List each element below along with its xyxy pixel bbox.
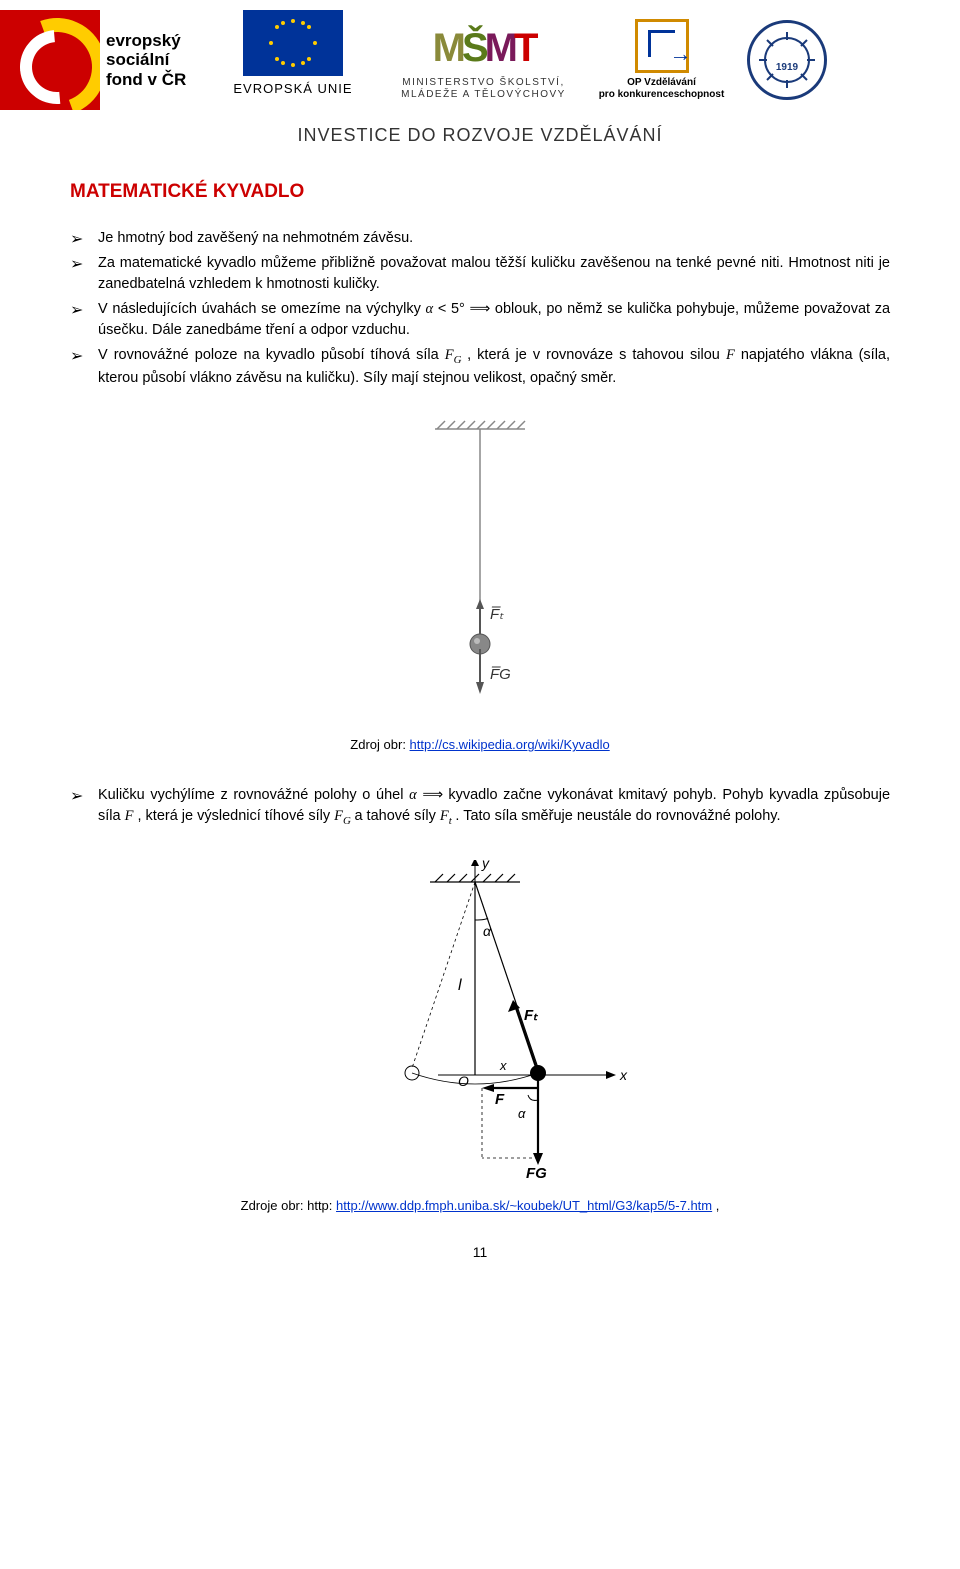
logo-op: OP Vzdělávání pro konkurenceschopnost [594,19,729,101]
esf-text: evropský sociální fond v ČR [100,31,186,90]
Ft2-sub: t [449,815,452,827]
alpha2-symbol: α [409,787,417,803]
header-logos: evropský sociální fond v ČR EVR [0,0,960,116]
fig1-caption-prefix: Zdroj obr: [350,737,409,752]
fig2-alpha-top: α [483,923,492,939]
esf-line3: fond v ČR [106,70,186,90]
esf-line2: sociální [106,50,186,70]
fig2-caption-suffix: , [716,1198,720,1213]
FG2-F: F [334,808,343,824]
fig2-F-label: F [495,1091,505,1108]
FG-F: F [445,347,454,363]
fig2-y-label: y [481,860,490,871]
logo-gear-icon: 1919 [747,20,827,100]
logo-esf: evropský sociální fond v ČR [0,10,195,110]
figure-2-caption: Zdroje obr: http: http://www.ddp.fmph.un… [70,1197,890,1216]
logo-msmt: MŠMT MINISTERSTVO ŠKOLSTVÍ, MLÁDEŽE A TĚ… [391,19,576,101]
FG-sub: G [454,354,462,366]
pendulum-displaced-diagram: y x α l O x Fₜ F FG [320,860,640,1180]
fig2-x-label: x [619,1067,628,1083]
pendulum-equilibrium-diagram: F̅ₜ F̅G [415,419,545,719]
bullet-5c: , která je výslednicí tíhové síly [137,808,334,824]
page-title: MATEMATICKÉ KYVADLO [70,178,890,206]
bullet-5d: a tahové síly [354,808,439,824]
bullet-3: V následujících úvahách se omezíme na vý… [70,299,890,341]
bullet-4: V rovnovážné poloze na kyvadlo působí tí… [70,345,890,390]
fig2-Ft-label: Fₜ [524,1007,539,1024]
svg-text:1919: 1919 [776,62,799,73]
op-sub1: OP Vzdělávání [627,77,696,89]
FG-symbol: FG [445,347,467,363]
figure-1: F̅ₜ F̅G [70,419,890,726]
figure-2: y x α l O x Fₜ F FG [70,860,890,1187]
fig2-alpha-bot: α [518,1106,526,1121]
page-number: 11 [70,1242,890,1262]
bullet-list-2: Kuličku vychýlíme z rovnovážné polohy o … [70,785,890,830]
bullet-3-lt: < 5° [438,301,470,317]
fig2-O-label: O [458,1073,469,1089]
fig2-caption-prefix: Zdroje obr: http: [241,1198,336,1213]
bullet-list-1: Je hmotný bod zavěšený na nehmotném závě… [70,228,890,390]
op-sub2: pro konkurenceschopnost [599,89,725,101]
fig1-Ft-label: F̅ₜ [490,606,504,623]
F2-symbol: F [125,808,134,824]
bullet-1-text: Je hmotný bod zavěšený na nehmotném závě… [98,230,413,246]
bullet-5a: Kuličku vychýlíme z rovnovážné polohy o … [98,787,409,803]
bullet-2: Za matematické kyvadlo můžeme přibližně … [70,253,890,295]
bullet-1: Je hmotný bod zavěšený na nehmotném závě… [70,228,890,249]
Ft2-F: F [440,808,449,824]
op-box-icon [635,19,689,73]
bullet-5e: . Tato síla směřuje neustále do rovnováž… [455,808,780,824]
esf-swirl-icon [0,10,100,110]
bullet-4b: , která je v rovnováze s tahovou silou [467,347,726,363]
bullet-5: Kuličku vychýlíme z rovnovážné polohy o … [70,785,890,830]
FG2-symbol: FG [334,808,354,824]
implies2-symbol: ⟹ [422,787,448,803]
header-tagline: INVESTICE DO ROZVOJE VZDĚLÁVÁNÍ [0,122,960,148]
fig2-caption-link[interactable]: http://www.ddp.fmph.uniba.sk/~koubek/UT_… [336,1198,712,1213]
msmt-sub1: MINISTERSTVO ŠKOLSTVÍ, [402,77,564,89]
fig2-FG-label: FG [526,1165,547,1180]
bullet-3a: V následujících úvahách se omezíme na vý… [98,301,426,317]
implies-symbol: ⟹ [469,301,490,317]
F-symbol: F [726,347,735,363]
alpha-symbol: α [426,301,434,317]
msmt-sub2: MLÁDEŽE A TĚLOVÝCHOVY [401,89,566,101]
logo-eu: EVROPSKÁ UNIE [213,10,373,110]
fig2-l-label: l [458,977,462,994]
bullet-2-text: Za matematické kyvadlo můžeme přibližně … [98,255,890,292]
bullet-4a: V rovnovážné poloze na kyvadlo působí tí… [98,347,445,363]
figure-1-caption: Zdroj obr: http://cs.wikipedia.org/wiki/… [70,736,890,755]
eu-flag-icon [243,10,343,76]
fig2-x2-label: x [499,1058,507,1073]
esf-line1: evropský [106,31,186,51]
msmt-mark-icon: MŠMT [433,19,535,77]
eu-label: EVROPSKÁ UNIE [233,80,352,99]
FG2-sub: G [343,815,351,827]
fig1-FG-label: F̅G [490,666,511,683]
fig1-caption-link[interactable]: http://cs.wikipedia.org/wiki/Kyvadlo [410,737,610,752]
Ft2-symbol: Ft [440,808,456,824]
